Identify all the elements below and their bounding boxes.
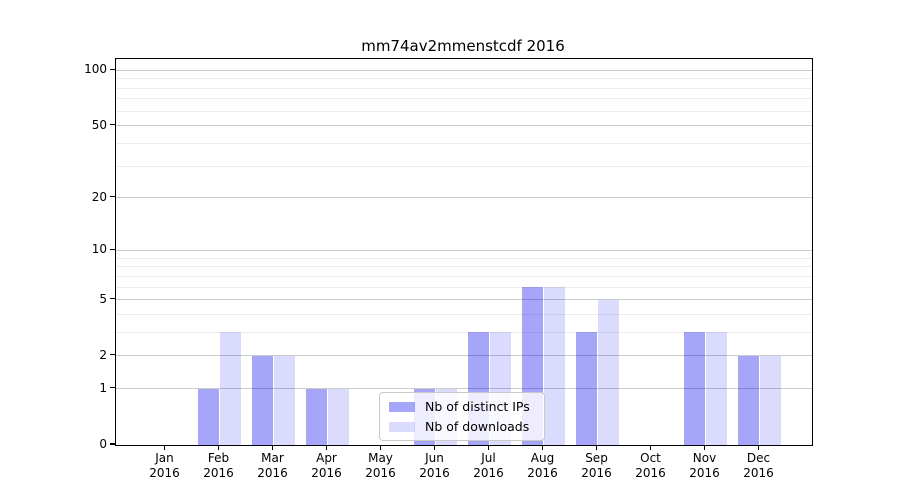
bar-downloads — [327, 388, 350, 445]
x-tick-label: Nov 2016 — [689, 451, 720, 480]
y-tick-label: 50 — [91, 117, 107, 132]
bar-distinct-ips — [305, 388, 328, 445]
x-tick-mark — [541, 445, 544, 450]
minor-gridline — [116, 165, 812, 167]
minor-gridline — [116, 286, 812, 288]
x-tick-mark — [217, 445, 220, 450]
x-tick-mark — [595, 445, 598, 450]
y-tick-mark — [110, 443, 115, 445]
y-tick-mark — [110, 297, 115, 300]
bar-downloads — [759, 355, 782, 445]
chart-title: mm74av2mmenstcdf 2016 — [361, 37, 565, 55]
minor-gridline — [116, 257, 812, 259]
legend-item-downloads: Nb of downloads — [389, 419, 530, 434]
x-tick-mark — [433, 445, 436, 450]
y-tick-label: 5 — [99, 291, 107, 306]
legend-label: Nb of downloads — [425, 419, 530, 434]
x-tick-label: Apr 2016 — [311, 451, 342, 480]
y-tick-label: 10 — [91, 242, 107, 257]
minor-gridline — [116, 110, 812, 112]
minor-gridline — [116, 98, 812, 100]
y-tick-mark — [110, 196, 115, 198]
legend-swatch — [389, 401, 415, 412]
minor-gridline — [116, 78, 812, 80]
major-gridline — [116, 299, 812, 301]
y-tick-label: 1 — [99, 380, 107, 395]
legend-item-distinct-ips: Nb of distinct IPs — [389, 399, 530, 414]
y-tick-mark — [110, 354, 115, 356]
major-gridline — [116, 355, 812, 357]
x-tick-mark — [325, 445, 328, 450]
x-tick-mark — [649, 445, 652, 450]
x-tick-label: May 2016 — [365, 451, 396, 480]
major-gridline — [116, 388, 812, 390]
major-gridline — [116, 69, 812, 71]
y-tick-label: 2 — [99, 347, 107, 362]
x-tick-label: Jul 2016 — [473, 451, 504, 480]
bar-downloads — [219, 332, 242, 445]
legend: Nb of distinct IPs Nb of downloads — [379, 392, 545, 441]
x-tick-mark — [487, 445, 490, 450]
bar-distinct-ips — [737, 355, 760, 445]
major-gridline — [116, 197, 812, 199]
x-tick-mark — [379, 445, 382, 450]
y-tick-mark — [110, 387, 115, 389]
bar-distinct-ips — [683, 332, 706, 445]
x-tick-label: Sep 2016 — [581, 451, 612, 480]
x-tick-label: Aug 2016 — [527, 451, 558, 480]
x-tick-label: Dec 2016 — [743, 451, 774, 480]
y-tick-label: 100 — [84, 62, 107, 77]
y-tick-label: 0 — [99, 437, 107, 451]
major-gridline — [116, 125, 812, 127]
bar-downloads — [597, 299, 620, 445]
x-tick-label: Jun 2016 — [419, 451, 450, 480]
bar-distinct-ips — [251, 355, 274, 445]
x-tick-mark — [703, 445, 706, 450]
bar-downloads — [705, 332, 728, 445]
minor-gridline — [116, 313, 812, 315]
major-gridline — [116, 249, 812, 251]
bar-downloads — [273, 355, 296, 445]
plot-area: Nb of distinct IPs Nb of downloads — [115, 58, 813, 446]
bar-downloads — [543, 287, 566, 445]
y-tick-label: 20 — [91, 189, 107, 204]
bar-distinct-ips — [197, 388, 220, 445]
x-tick-label: Mar 2016 — [257, 451, 288, 480]
x-tick-label: Jan 2016 — [149, 451, 180, 480]
minor-gridline — [116, 331, 812, 333]
x-tick-label: Oct 2016 — [635, 451, 666, 480]
x-tick-mark — [271, 445, 274, 450]
minor-gridline — [116, 142, 812, 144]
y-tick-mark — [110, 68, 115, 70]
minor-gridline — [116, 275, 812, 277]
minor-gridline — [116, 87, 812, 89]
legend-swatch — [389, 421, 415, 432]
legend-label: Nb of distinct IPs — [425, 399, 530, 414]
x-tick-mark — [163, 445, 166, 450]
bar-distinct-ips — [575, 332, 598, 445]
y-tick-mark — [110, 248, 115, 250]
y-tick-mark — [110, 124, 115, 126]
minor-gridline — [116, 266, 812, 268]
x-tick-mark — [757, 445, 760, 450]
x-tick-label: Feb 2016 — [203, 451, 234, 480]
